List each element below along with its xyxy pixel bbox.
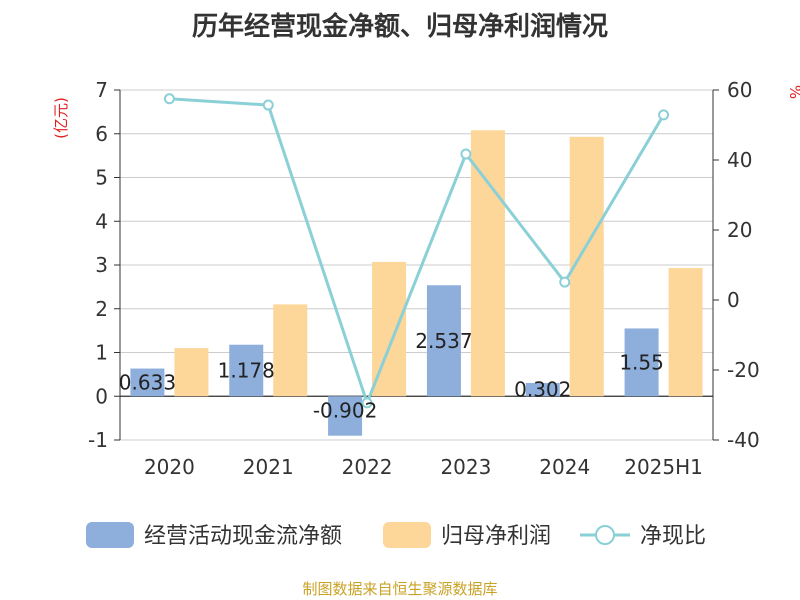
ratio-line-point bbox=[559, 276, 571, 288]
left-axis-tick-label: 2 bbox=[95, 297, 108, 321]
left-axis-tick-label: -1 bbox=[88, 428, 108, 452]
cashflow-bar bbox=[426, 285, 461, 397]
category-label: 2022 bbox=[342, 455, 393, 479]
right-axis-tick-label: -20 bbox=[727, 358, 760, 382]
legend: 经营活动现金流净额 归母净利润 净现比 bbox=[86, 522, 706, 549]
ratio-line-point bbox=[163, 93, 175, 105]
axes: -1 0 1 2 3 4 5 6 7 -40 -20 0 20 40 60 (亿元)% 2020 2021 2022… bbox=[52, 78, 800, 479]
right-axis-tick-label: 40 bbox=[727, 148, 752, 172]
cashflow-data-label: 0.633 bbox=[119, 370, 176, 394]
net-profit-bar bbox=[273, 304, 308, 397]
right-axis-tick-label: 60 bbox=[727, 78, 752, 102]
cashflow-bar bbox=[525, 383, 560, 397]
right-axis-tick-label: 20 bbox=[727, 218, 752, 242]
net-profit-bar bbox=[668, 268, 703, 397]
left-axis-tick-label: 4 bbox=[95, 209, 108, 233]
legend-item-net-profit: 归母净利润 bbox=[383, 522, 551, 549]
left-axis-tick-label: 5 bbox=[95, 166, 108, 190]
cashflow-bar bbox=[130, 368, 165, 397]
category-label: 2023 bbox=[440, 455, 491, 479]
legend-swatch-ratio-marker bbox=[595, 525, 615, 545]
cashflow-bar bbox=[624, 328, 659, 397]
category-label: 2024 bbox=[539, 455, 590, 479]
legend-label-ratio: 净现比 bbox=[640, 524, 706, 549]
legend-item-cashflow: 经营活动现金流净额 bbox=[86, 522, 342, 549]
category-label: 2025H1 bbox=[624, 455, 703, 479]
data-source-note: 制图数据来自恒生聚源数据库 bbox=[302, 580, 498, 598]
left-axis-tick-label: 6 bbox=[95, 122, 108, 146]
right-axis-unit: % bbox=[786, 85, 800, 99]
category-label: 2021 bbox=[243, 455, 294, 479]
cashflow-bar bbox=[229, 344, 264, 397]
cashflow-data-label: -0.902 bbox=[313, 399, 377, 423]
cashflow-data-label: 0.302 bbox=[514, 378, 571, 402]
left-axis-tick-label: 3 bbox=[95, 253, 108, 277]
legend-item-ratio: 净现比 bbox=[580, 524, 706, 549]
bars bbox=[130, 130, 703, 436]
net-profit-bar bbox=[174, 348, 209, 397]
left-axis-unit: (亿元) bbox=[52, 97, 70, 139]
ratio-line-point bbox=[460, 148, 472, 160]
left-axis-tick-label: 0 bbox=[95, 384, 108, 408]
right-axis-tick-label: 0 bbox=[727, 288, 740, 312]
cashflow-bar bbox=[328, 396, 363, 436]
ratio-line-point bbox=[658, 109, 670, 121]
category-label: 2020 bbox=[144, 455, 195, 479]
right-axis-tick-label: -40 bbox=[727, 428, 760, 452]
legend-label-cashflow: 经营活动现金流净额 bbox=[144, 524, 342, 549]
data-labels: 0.633 1.178 -0.902 2.537 0.302 1.55 bbox=[119, 329, 664, 423]
net-profit-bar bbox=[470, 130, 505, 397]
ratio-line-point bbox=[361, 397, 373, 409]
legend-swatch-cashflow bbox=[86, 522, 134, 548]
ratio-line bbox=[163, 93, 670, 409]
chart-title: 历年经营现金净额、归母净利润情况 bbox=[191, 12, 608, 42]
left-axis-tick-label: 7 bbox=[95, 78, 108, 102]
cashflow-data-label: 1.55 bbox=[619, 350, 664, 374]
legend-label-net-profit: 归母净利润 bbox=[441, 524, 551, 549]
ratio-line-point bbox=[262, 99, 274, 111]
ratio-line-path bbox=[169, 97, 665, 408]
left-axis-tick-label: 1 bbox=[95, 341, 108, 365]
legend-swatch-net-profit bbox=[383, 522, 431, 548]
cashflow-data-label: 2.537 bbox=[415, 329, 472, 353]
cashflow-data-label: 1.178 bbox=[218, 358, 275, 382]
grid-lines bbox=[120, 89, 713, 441]
